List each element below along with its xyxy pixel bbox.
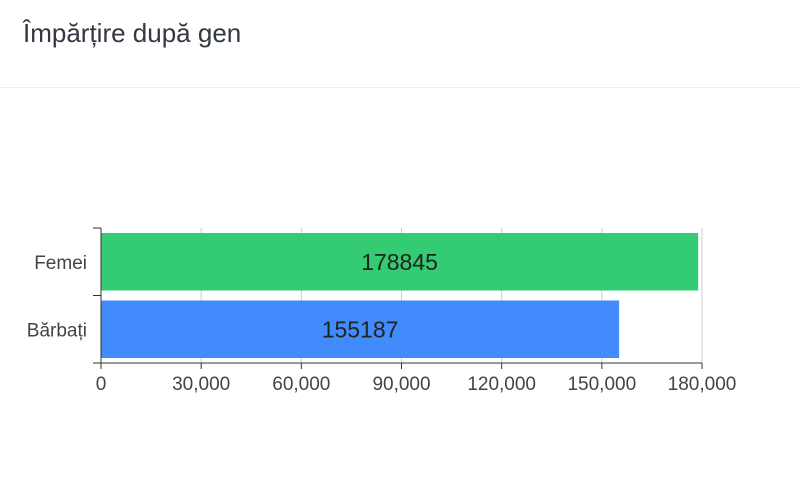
x-tick-label: 150,000 [567,374,636,395]
x-tick-label: 0 [96,374,107,395]
bar-layer [101,233,699,359]
x-tick-label: 60,000 [272,374,330,395]
x-tick-label: 120,000 [467,374,536,395]
bar-1[interactable] [101,300,620,359]
y-category-label: Bărbați [27,320,87,341]
x-tick-label: 30,000 [172,374,230,395]
x-tick-label: 90,000 [372,374,430,395]
y-category-label: Femei [34,253,87,274]
bar-value-label: 178845 [361,249,438,275]
bar-chart: 0 30,000 60,000 90,000 120,000 150,000 180,000… [27,227,737,395]
card-title: Împărțire după gen [23,18,242,48]
label-layer: 178845 155187 [322,249,438,343]
chart-area: 0 30,000 60,000 90,000 120,000 150,000 180,000… [0,89,800,486]
card-header: Împărțire după gen [0,0,800,88]
bar-0[interactable] [101,233,699,291]
x-tick-label: 180,000 [668,374,737,395]
axis-layer: 0 30,000 60,000 90,000 120,000 150,000 180,000… [27,227,737,395]
bar-value-label: 155187 [322,316,399,342]
